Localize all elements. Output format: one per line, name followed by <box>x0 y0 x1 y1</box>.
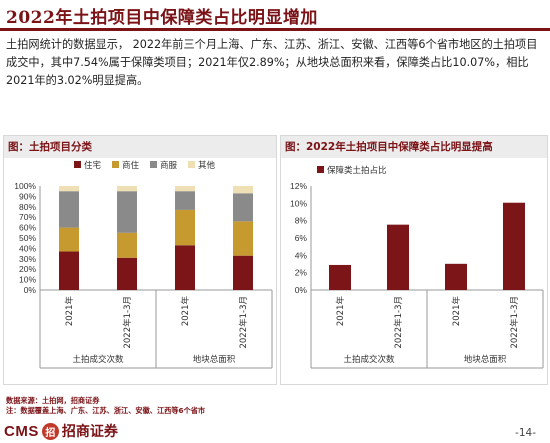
bar-segment <box>175 245 195 290</box>
y-tick-label: 2% <box>295 268 308 278</box>
x-tick-label: 2022年1-3月 <box>393 296 404 349</box>
y-tick-label: 30% <box>19 254 36 264</box>
bar-segment <box>233 186 253 194</box>
page-title: 2022年土拍项目中保障类占比明显增加 <box>6 8 318 28</box>
bar-segment <box>387 224 409 290</box>
legend-label: 其他 <box>198 160 216 171</box>
bar-segment <box>445 263 467 290</box>
group-label: 土拍成交次数 <box>343 354 395 365</box>
bar-segment <box>117 186 137 192</box>
bar-segment <box>175 191 195 210</box>
bar-segment <box>503 202 525 290</box>
x-tick-label: 2021年 <box>451 296 462 327</box>
group-label: 地块总面积 <box>193 354 236 365</box>
legend-label: 住宅 <box>84 160 101 171</box>
y-tick-label: 8% <box>295 216 308 226</box>
legend-label: 保障类土拍占比 <box>327 165 387 176</box>
y-tick-label: 0% <box>24 285 37 295</box>
bar-segment <box>59 186 79 192</box>
legend-label: 商住 <box>122 160 140 171</box>
bar-segment <box>233 193 253 222</box>
legend-swatch <box>317 166 324 173</box>
group-label: 土拍成交次数 <box>72 354 124 365</box>
bar-segment <box>59 251 79 290</box>
legend-swatch <box>112 161 119 168</box>
share-chart-panel: 图：2022年土拍项目中保障类占比明显提高 0% 2% 4% 6% 8% 10% 12% 20… <box>280 135 548 385</box>
company-logo: CMS 招 招商证券 <box>4 421 118 441</box>
y-tick-label: 10% <box>19 275 36 285</box>
stacked-chart-title: 图：土拍项目分类 <box>4 136 276 158</box>
page-number: -14- <box>515 427 536 439</box>
y-tick-label: 40% <box>19 243 36 253</box>
bar-segment <box>233 221 253 256</box>
y-tick-label: 80% <box>19 202 36 212</box>
y-tick-label: 20% <box>19 264 36 274</box>
x-tick-label: 2022年1-3月 <box>238 296 249 349</box>
bar-segment <box>59 191 79 228</box>
y-tick-label: 10% <box>290 198 307 208</box>
share-chart-title: 图：2022年土拍项目中保障类占比明显提高 <box>281 136 547 158</box>
bar-segment <box>117 191 137 233</box>
stacked-chart-panel: 图：土拍项目分类 0% 10% 20% 30% 40% 50% 60% 70% 80% 90% 10… <box>3 135 277 385</box>
y-tick-label: 12% <box>290 181 307 191</box>
legend-swatch <box>74 161 81 168</box>
logo-chinese: 招商证券 <box>61 424 118 440</box>
coverage-note: 注：数据覆盖上海、广东、江苏、浙江、安徽、江西等6个省市 <box>6 406 206 415</box>
y-tick-label: 70% <box>19 212 36 222</box>
y-tick-label: 0% <box>295 285 308 295</box>
bar-segment <box>117 257 137 290</box>
y-tick-label: 50% <box>19 233 36 243</box>
x-tick-label: 2021年 <box>64 296 75 327</box>
x-tick-label: 2021年 <box>180 296 191 327</box>
bar-segment <box>175 186 195 192</box>
legend-swatch <box>188 161 195 168</box>
y-tick-label: 6% <box>295 233 308 243</box>
bar-segment <box>175 209 195 246</box>
legend-label: 商服 <box>160 160 178 171</box>
bar-segment <box>233 255 253 290</box>
x-tick-label: 2022年1-3月 <box>509 296 520 349</box>
bar-segment <box>117 232 137 258</box>
y-tick-label: 100% <box>14 181 36 191</box>
y-tick-label: 90% <box>19 191 36 201</box>
title-divider <box>0 28 550 31</box>
data-source-note: 数据来源：土拍网，招商证券 <box>6 396 100 405</box>
legend-swatch <box>150 161 157 168</box>
summary-paragraph: 土拍网统计的数据显示， 2022年前三个月上海、广东、江苏、浙江、安徽、江西等6… <box>6 38 538 87</box>
logo-latin: CMS <box>4 422 39 440</box>
y-tick-label: 4% <box>295 250 308 260</box>
group-label: 地块总面积 <box>464 354 507 365</box>
x-tick-label: 2021年 <box>335 296 346 327</box>
x-tick-label: 2022年1-3月 <box>122 296 133 349</box>
share-bar-chart: 0% 2% 4% 6% 8% 10% 12% 2021年 2022年1-3月 2021年 2022年… <box>290 165 544 369</box>
y-tick-label: 60% <box>19 223 36 233</box>
bar-segment <box>59 227 79 252</box>
stacked-bar-chart: 0%10%20%30%40%50%60%70%80%90%100% 2021年 20… <box>14 160 273 369</box>
bar-segment <box>329 264 351 290</box>
logo-emblem-icon: 招 <box>41 422 59 440</box>
logo-emblem-text: 招 <box>45 427 56 439</box>
